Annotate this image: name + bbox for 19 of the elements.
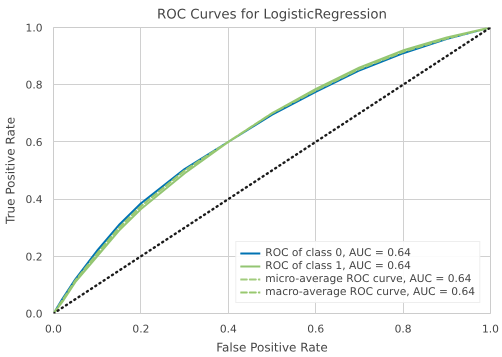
x-tick-label: 0.6 [307, 322, 324, 336]
legend-label: macro-average ROC curve, AUC = 0.64 [265, 285, 475, 298]
x-tick-label: 0.2 [132, 322, 150, 336]
x-tick-label: 0.0 [45, 322, 62, 336]
legend-label: micro-average ROC curve, AUC = 0.64 [265, 272, 472, 285]
y-axis-title: True Positive Rate [4, 117, 18, 225]
y-tick-label: 0.6 [26, 136, 43, 149]
x-tick-label: 0.8 [394, 322, 412, 336]
y-tick-label: 0.4 [26, 193, 43, 206]
chart-title: ROC Curves for LogisticRegression [157, 8, 387, 22]
x-axis-title: False Positive Rate [216, 340, 328, 354]
y-tick-label: 0.0 [26, 308, 43, 320]
y-tick-label: 0.8 [26, 78, 43, 92]
y-tick-label: 1.0 [26, 22, 43, 34]
legend-label: ROC of class 0, AUC = 0.64 [265, 246, 411, 259]
x-tick-label: 0.4 [220, 322, 237, 336]
y-tick-label: 0.2 [26, 250, 43, 264]
legend-label: ROC of class 1, AUC = 0.64 [265, 259, 411, 272]
x-tick-label: 1.0 [482, 322, 500, 336]
